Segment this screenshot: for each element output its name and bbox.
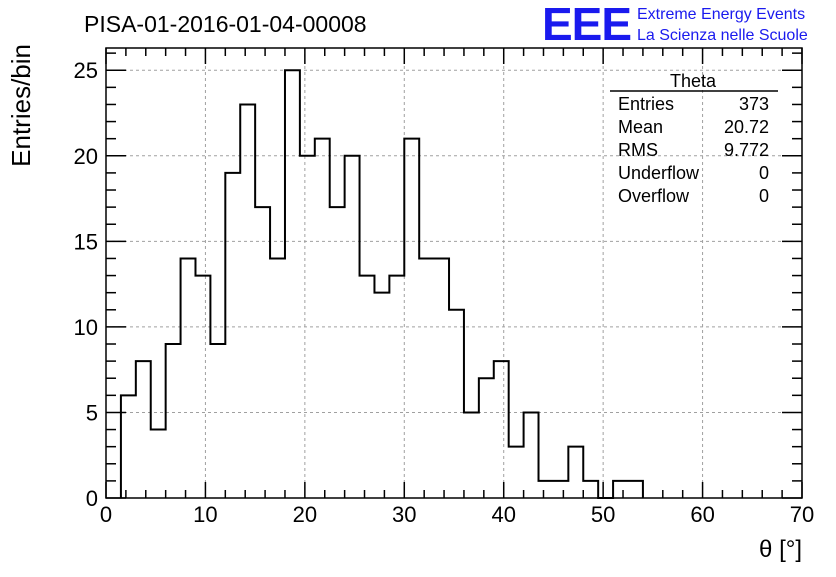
stats-row-value: 9.772 [724, 140, 769, 160]
axis-tick-labels: 0 10 20 30 40 50 60 70 0 5 10 15 20 25 [74, 58, 815, 527]
histogram-bin [121, 395, 136, 498]
stats-row-label: RMS [618, 140, 658, 160]
histogram-bin [300, 156, 315, 498]
histogram-bin [270, 258, 285, 498]
histogram-bin [494, 361, 509, 498]
y-tick-label: 5 [86, 400, 98, 425]
histogram-bin [583, 481, 598, 498]
eee-logo-line2: La Scienza nelle Scuole [637, 27, 808, 44]
histogram-bin [628, 481, 643, 498]
eee-logo-text: EEE [542, 0, 631, 50]
stats-row-value: 0 [759, 186, 769, 206]
histogram-bin [315, 139, 330, 498]
histogram-bin [434, 258, 449, 498]
histogram-bin [404, 139, 419, 498]
stats-rows: Entries 373 Mean 20.72 RMS 9.772 Underflow 0 Ove… [618, 94, 769, 206]
stats-row-label: Mean [618, 117, 663, 137]
histogram-bin [240, 104, 255, 498]
histogram-bin [360, 276, 375, 498]
stats-box: Theta Entries 373 Mean 20.72 RMS 9.772 Underfl… [610, 71, 778, 206]
histogram-bin [389, 276, 404, 498]
histogram-bin [553, 481, 568, 498]
eee-logo-line1: Extreme Energy Events [637, 6, 805, 23]
x-tick-label: 0 [100, 502, 112, 527]
y-axis-label: Entries/bin [6, 44, 36, 167]
x-tick-label: 20 [293, 502, 317, 527]
stats-row-label: Underflow [618, 163, 700, 183]
chart-title: PISA-01-2016-01-04-00008 [84, 11, 367, 37]
histogram-bin [449, 310, 464, 498]
y-tick-label: 15 [74, 229, 98, 254]
stats-row-value: 0 [759, 163, 769, 183]
x-tick-label: 60 [690, 502, 714, 527]
histogram-bin [345, 156, 360, 498]
histogram-bin [181, 258, 196, 498]
histogram-bin [524, 412, 539, 498]
histogram-bin [255, 207, 270, 498]
y-tick-label: 25 [74, 58, 98, 83]
stats-box-title: Theta [670, 71, 717, 91]
histogram-bin [210, 344, 225, 498]
histogram-bin [136, 361, 151, 498]
histogram-bin [419, 258, 434, 498]
histogram-series [119, 69, 644, 499]
y-tick-label: 10 [74, 315, 98, 340]
histogram-bin [330, 207, 345, 498]
x-tick-label: 50 [591, 502, 615, 527]
stats-row-label: Overflow [618, 186, 690, 206]
grid-lines [106, 48, 802, 498]
histogram-bin [509, 447, 524, 498]
axis-ticks [105, 48, 803, 499]
histogram-bin [464, 412, 479, 498]
histogram-bin [568, 447, 583, 498]
histogram-bin [479, 378, 494, 498]
histogram-bin [151, 430, 166, 498]
x-tick-label: 30 [392, 502, 416, 527]
plot-frame [105, 47, 803, 499]
histogram-bin [613, 481, 628, 498]
eee-logo: EEE Extreme Energy Events La Scienza nel… [542, 0, 808, 50]
stats-row-value: 20.72 [724, 117, 769, 137]
histogram-bin [225, 173, 240, 498]
x-tick-label: 10 [193, 502, 217, 527]
x-tick-label: 40 [491, 502, 515, 527]
stats-row-label: Entries [618, 94, 674, 114]
histogram-outline [119, 69, 644, 499]
histogram-bin [539, 481, 554, 498]
x-axis-label: θ [°] [759, 536, 802, 563]
histogram-bin [374, 293, 389, 498]
y-tick-label: 0 [86, 486, 98, 511]
histogram-bin [195, 276, 210, 498]
x-tick-label: 70 [790, 502, 814, 527]
histogram-bin [285, 70, 300, 498]
histogram-bin [166, 344, 181, 498]
y-tick-label: 20 [74, 144, 98, 169]
stats-row-value: 373 [739, 94, 769, 114]
